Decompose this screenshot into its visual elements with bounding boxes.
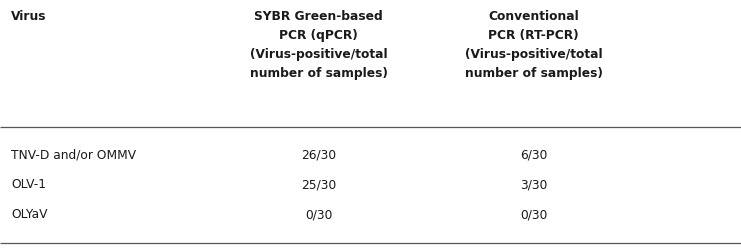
Text: 6/30: 6/30 (520, 148, 547, 161)
Text: Virus: Virus (11, 10, 47, 23)
Text: 0/30: 0/30 (305, 208, 332, 220)
Text: TNV-D and/or OMMV: TNV-D and/or OMMV (11, 148, 136, 161)
Text: OLYaV: OLYaV (11, 208, 47, 220)
Text: 25/30: 25/30 (301, 178, 336, 191)
Text: 26/30: 26/30 (301, 148, 336, 161)
Text: SYBR Green-based
PCR (qPCR)
(Virus-positive/total
number of samples): SYBR Green-based PCR (qPCR) (Virus-posit… (250, 10, 388, 80)
Text: 3/30: 3/30 (520, 178, 547, 191)
Text: Conventional
PCR (RT-PCR)
(Virus-positive/total
number of samples): Conventional PCR (RT-PCR) (Virus-positiv… (465, 10, 602, 80)
Text: OLV-1: OLV-1 (11, 178, 46, 191)
Text: 0/30: 0/30 (520, 208, 547, 220)
